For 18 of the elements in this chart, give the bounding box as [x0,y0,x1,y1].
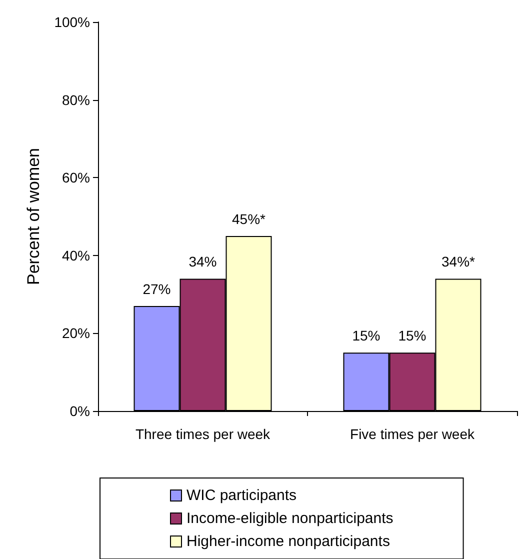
y-tick-label: 0% [70,403,90,419]
data-label: 27% [142,280,171,297]
legend-label: Income-eligible nonparticipants [186,510,394,527]
y-tick-label: 100% [54,14,90,30]
data-label: 45%* [232,210,266,227]
y-tick-label: 20% [62,325,90,342]
data-label: 15% [352,328,380,344]
x-tick-label: Five times per week [350,426,476,442]
y-tick-label: 80% [62,92,90,108]
data-label: 15% [398,328,426,344]
legend-label: Higher-income nonparticipants [186,533,390,550]
y-axis-title: Percent of women [24,148,43,286]
data-label: 34% [188,254,217,270]
y-tick-label: 60% [62,170,90,186]
legend-label: WIC participants [186,487,297,504]
x-tick-label: Three times per week [135,426,272,442]
y-tick-label: 40% [62,247,90,264]
data-label: 34%* [442,254,476,270]
